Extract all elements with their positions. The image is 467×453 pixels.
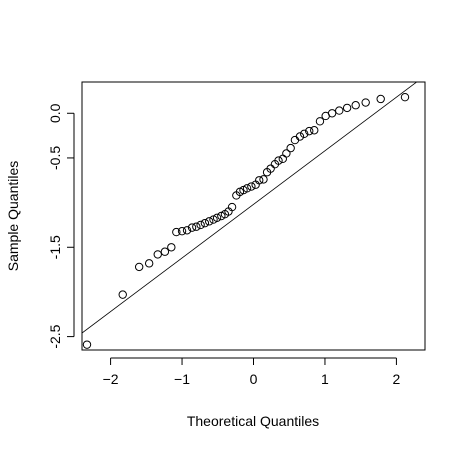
- data-point: [300, 129, 309, 139]
- data-point: [118, 290, 127, 299]
- x-axis: −2 −1 0 1 2: [103, 357, 401, 387]
- reference-line-group: [82, 82, 418, 334]
- data-point: [192, 222, 201, 231]
- data-point: [305, 126, 314, 136]
- data-point: [266, 164, 275, 173]
- data-point: [376, 94, 385, 104]
- data-point: [286, 143, 295, 153]
- data-point: [255, 176, 264, 185]
- y-tick-label: 0.0: [47, 103, 63, 123]
- data-point: [242, 184, 252, 193]
- data-point: [172, 227, 181, 237]
- data-point: [342, 103, 352, 113]
- x-axis-label: Theoretical Quantiles: [187, 413, 319, 429]
- data-point: [327, 109, 337, 118]
- data-points-group: [82, 92, 410, 349]
- data-point: [247, 182, 256, 191]
- data-point: [295, 132, 305, 141]
- data-point: [177, 226, 187, 236]
- x-tick-label: 0: [250, 371, 258, 387]
- data-point: [167, 243, 176, 252]
- x-tick-label: 1: [321, 371, 329, 387]
- plot-frame: [81, 81, 426, 351]
- data-point: [153, 250, 162, 259]
- data-point: [315, 117, 325, 126]
- data-point: [290, 135, 300, 145]
- data-point: [227, 202, 237, 212]
- x-tick-label: −2: [103, 371, 119, 387]
- data-point: [196, 220, 205, 230]
- y-tick-label: -0.5: [47, 146, 63, 170]
- y-axis: -2.5 -1.5 -0.5 0.0: [47, 103, 75, 349]
- data-point: [144, 259, 154, 268]
- data-point: [200, 218, 210, 228]
- reference-line: [82, 82, 418, 334]
- data-point: [274, 156, 283, 165]
- data-point: [204, 217, 214, 226]
- data-point: [335, 106, 344, 115]
- data-point: [361, 98, 370, 107]
- data-point: [182, 226, 192, 235]
- data-point: [278, 154, 287, 164]
- data-point: [160, 247, 170, 256]
- data-point: [187, 223, 197, 232]
- data-point: [310, 126, 319, 135]
- y-tick-label: -2.5: [47, 324, 63, 348]
- x-tick-label: −1: [174, 371, 190, 387]
- y-tick-label: -1.5: [47, 235, 63, 259]
- data-point: [259, 175, 268, 184]
- data-point: [134, 262, 144, 272]
- data-point: [400, 92, 410, 102]
- data-point: [351, 101, 360, 110]
- y-axis-label: Sample Quantiles: [5, 161, 21, 272]
- data-point: [82, 340, 92, 349]
- data-point: [282, 149, 291, 158]
- x-tick-label: 2: [393, 371, 401, 387]
- data-point: [212, 213, 222, 222]
